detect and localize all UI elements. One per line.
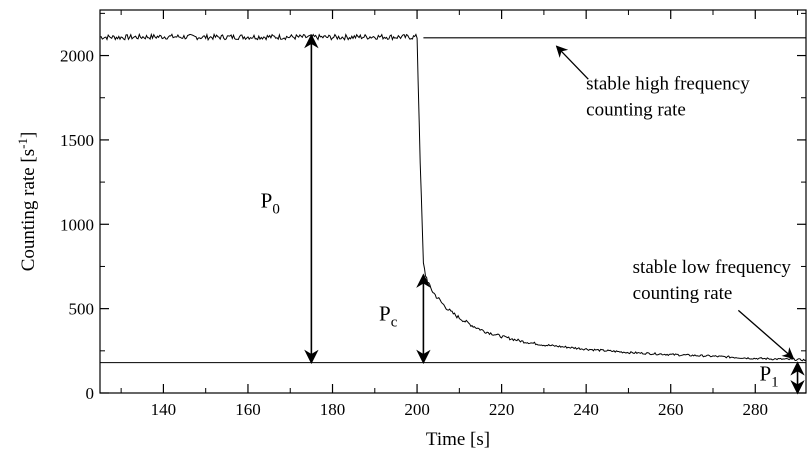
reference-lines <box>100 37 806 364</box>
arrow-label-subscript: c <box>391 314 398 330</box>
x-tick-label: 220 <box>489 400 515 419</box>
x-tick-label: 200 <box>404 400 430 419</box>
y-tick-label: 1500 <box>60 131 94 150</box>
y-axis-label: Counting rate [s-1] <box>15 132 39 272</box>
x-tick-label: 280 <box>743 400 769 419</box>
x-tick-label: 140 <box>151 400 177 419</box>
series-line <box>99 32 807 362</box>
arrow-label-subscript: 0 <box>272 201 280 217</box>
y-axis-label-tail: ] <box>18 132 39 138</box>
x-tick-label: 160 <box>235 400 261 419</box>
annotation-line: counting rate <box>633 283 733 304</box>
y-axis-label-superscript: -1 <box>15 138 30 149</box>
x-axis-label: Time [s] <box>426 429 490 450</box>
y-tick-label: 500 <box>69 300 95 319</box>
low-rate-pointer-arrow <box>737 309 795 360</box>
arrow-label-main: P <box>379 301 391 325</box>
series-layer <box>99 32 807 362</box>
annotation-line: counting rate <box>586 99 686 120</box>
x-tick-label: 260 <box>658 400 684 419</box>
arrow-label: P0 <box>261 188 280 217</box>
annotation-line: stable low frequency <box>633 257 792 278</box>
arrow-label-main: P <box>261 188 273 212</box>
y-tick-label: 1000 <box>60 215 94 234</box>
annotation-line: stable high frequency <box>586 73 750 94</box>
arrow-label-main: P <box>759 361 771 385</box>
arrow-label: Pc <box>379 301 398 330</box>
high-rate-pointer-arrow <box>555 45 589 80</box>
plot-frame <box>99 9 807 394</box>
y-tick-label: 0 <box>86 384 95 403</box>
y-axis-label-main: Counting rate [s <box>18 149 39 271</box>
y-tick-label: 2000 <box>60 47 94 66</box>
annotation-text: stable low frequency counting rate <box>633 257 792 304</box>
arrow-label-subscript: 1 <box>771 374 779 390</box>
x-tick-label: 180 <box>320 400 346 419</box>
x-tick-label: 240 <box>573 400 599 419</box>
annotation-text: stable high frequency counting rate <box>586 73 750 120</box>
axes: 140 160 180 200 220 240 260 280 0 500 1000 1500 2000… <box>15 9 807 450</box>
arrow-label: P1 <box>759 361 778 390</box>
annotations-layer: stable high frequency counting ratestable… <box>555 45 795 360</box>
